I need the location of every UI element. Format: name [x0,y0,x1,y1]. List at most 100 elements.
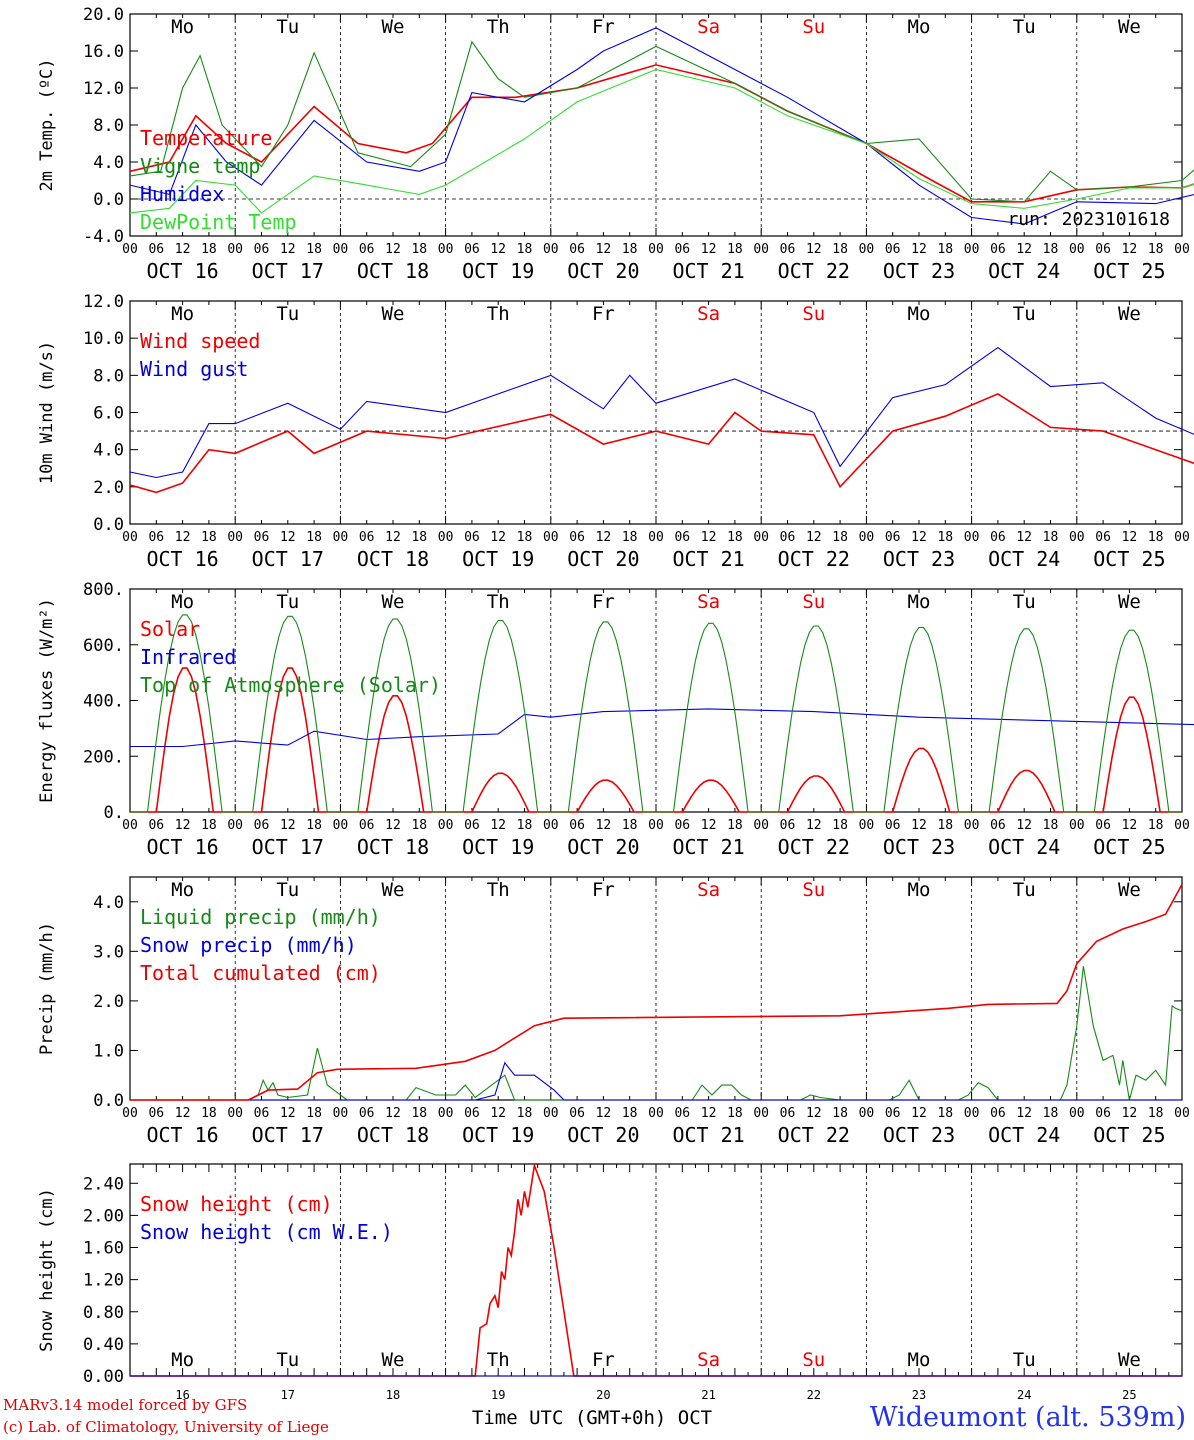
weekday-label: Th [487,879,510,901]
weekday-label: We [382,1349,405,1371]
day-number-label: 25 [1122,1388,1136,1402]
weekday-label: Su [802,303,825,325]
panel-2: 0.0 2.0 4.0 6.0 8.0 10.0 12.0 10m Wind (m/s) Win… [37,292,1194,571]
hour-label: 12 [1016,530,1032,545]
date-label: OCT 18 [357,1123,429,1147]
hour-label: 00 [543,818,559,833]
y-tick-label: 1.0 [93,1041,124,1061]
weekday-label: Sa [697,16,720,38]
weekday-label: Mo [171,591,194,613]
weekday-label: Su [802,16,825,38]
hour-label: 06 [148,818,164,833]
hour-label: 06 [464,818,480,833]
weekday-label: Th [487,591,510,613]
weekday-label: Sa [697,879,720,901]
hour-label: 18 [622,1106,638,1121]
weekday-label: We [1118,879,1141,901]
legend-entry: Vigne temp [140,154,260,178]
hour-label: 00 [1069,530,1085,545]
hour-label: 12 [596,818,612,833]
hour-label: 00 [543,242,559,257]
weekday-label: Tu [276,1349,299,1371]
hour-label: 12 [701,530,717,545]
hour-label: 00 [859,818,875,833]
weekday-label: Mo [908,303,931,325]
date-label: OCT 17 [252,259,324,283]
date-label: OCT 25 [1093,259,1165,283]
hour-label: 18 [1148,530,1164,545]
y-tick-label: 0.00 [83,1367,124,1387]
weekday-label: Mo [908,591,931,613]
weekday-label: Mo [908,1349,931,1371]
hour-label: 06 [359,530,375,545]
weekday-label: We [1118,591,1141,613]
weekday-label: Tu [1013,591,1036,613]
date-label: OCT 25 [1093,1123,1165,1147]
hour-label: 12 [1122,530,1138,545]
date-label: OCT 21 [672,1123,744,1147]
y-tick-label: 400. [83,692,124,712]
date-label: OCT 20 [567,547,639,571]
hour-label: 12 [385,242,401,257]
hour-label: 12 [175,242,191,257]
hour-label: 12 [1016,818,1032,833]
weekday-label: Th [487,303,510,325]
hour-label: 18 [622,818,638,833]
hour-label: 00 [333,530,349,545]
series-line [129,64,1194,203]
plot-frame [129,588,1183,813]
hour-label: 00 [648,242,664,257]
hour-label: 06 [990,1106,1006,1121]
date-label: OCT 21 [672,547,744,571]
date-label: OCT 17 [252,547,324,571]
series-line [130,1162,1182,1377]
hour-label: 00 [753,1106,769,1121]
y-tick-label: 2.0 [93,478,124,498]
hour-label: 06 [780,818,796,833]
hour-label: 12 [490,242,506,257]
hour-label: 06 [569,818,585,833]
hour-label: 00 [122,242,138,257]
weekday-label: Tu [1013,1349,1036,1371]
hour-label: 00 [859,1106,875,1121]
hour-label: 06 [148,242,164,257]
run-annotation: run: 2023101618 [1007,209,1170,230]
hour-label: 12 [490,1106,506,1121]
date-label: OCT 23 [883,259,955,283]
y-tick-label: 20.0 [83,5,124,25]
y-tick-label: 0.0 [93,190,124,210]
hour-label: 06 [885,1106,901,1121]
hour-label: 06 [464,530,480,545]
hour-label: 00 [753,242,769,257]
hour-label: 06 [990,242,1006,257]
date-label: OCT 18 [357,547,429,571]
hour-label: 06 [990,818,1006,833]
date-label: OCT 24 [988,835,1060,859]
weekday-label: Su [802,591,825,613]
weekday-label: Sa [697,1349,720,1371]
weekday-label: Tu [1013,16,1036,38]
hour-label: 00 [753,530,769,545]
hour-label: 00 [859,530,875,545]
legend-entry: Top of Atmosphere (Solar) [140,673,441,697]
hour-label: 18 [1148,1106,1164,1121]
hour-label: 12 [806,242,822,257]
hour-label: 12 [280,818,296,833]
y-axis-label: Energy fluxes (W/m²) [37,598,57,803]
hour-label: 06 [780,1106,796,1121]
hour-label: 18 [832,242,848,257]
weekday-label: We [382,879,405,901]
legend-entry: Humidex [140,182,224,206]
weekday-label: We [1118,16,1141,38]
panel-1: -4.0 0.0 4.0 8.0 12.0 16.0 20.0 2m Temp. (ºC) Te… [37,5,1194,283]
hour-label: 06 [359,818,375,833]
date-label: OCT 16 [146,547,218,571]
date-label: OCT 24 [988,1123,1060,1147]
hour-label: 06 [1095,530,1111,545]
legend-entry: Snow precip (mm/h) [140,933,357,957]
y-tick-label: 3.0 [93,942,124,962]
hour-label: 00 [1174,1106,1190,1121]
hour-label: 00 [122,530,138,545]
hour-label: 00 [438,1106,454,1121]
